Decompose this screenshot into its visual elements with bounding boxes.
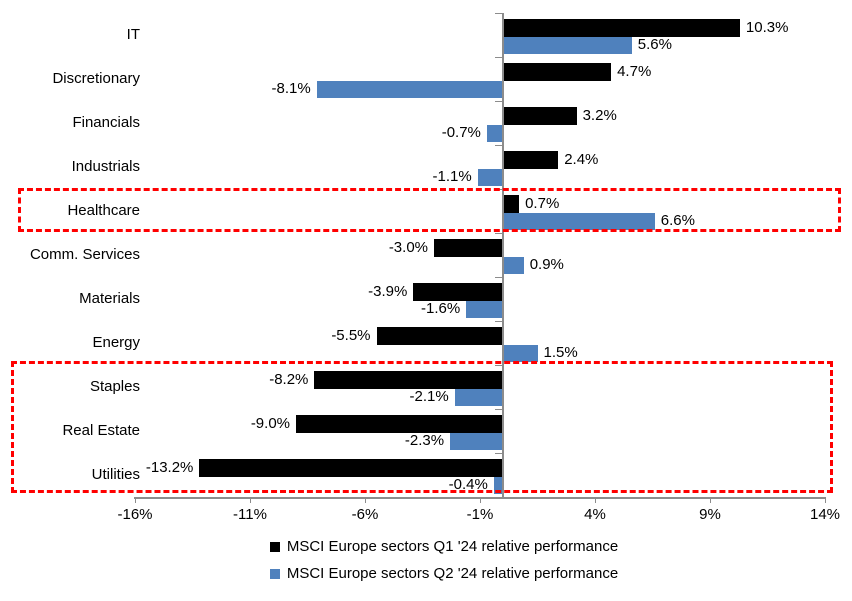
bar-q2-utilities [493,476,503,494]
bar-value-label-q2-comm-services: 0.9% [529,256,564,274]
bar-q2-it [503,36,632,54]
bar-q1-discretionary [503,63,612,81]
bar-value-label-q2-it: 5.6% [637,36,672,54]
category-label-financials: Financials [72,114,140,131]
category-tick-mark [495,144,503,146]
category-label-utilities: Utilities [91,466,140,483]
bar-q1-real-estate [296,415,503,433]
bar-value-label-q1-energy: -5.5% [331,326,371,344]
x-tick-label: -11% [233,506,267,523]
legend-label-q1: MSCI Europe sectors Q1 '24 relative perf… [286,538,619,555]
x-tick-mark [365,497,366,503]
highlight-box-healthcare-highlight [18,187,841,232]
category-label-industrials: Industrials [71,158,140,175]
legend-swatch-q1-icon [269,542,280,552]
category-tick-mark [495,12,503,14]
category-label-healthcare: Healthcare [67,202,140,219]
category-tick-mark [495,496,503,498]
bar-q1-healthcare [503,195,520,213]
legend-label-q2: MSCI Europe sectors Q2 '24 relative perf… [286,565,619,582]
bar-q1-staples [314,371,503,389]
category-label-real-estate: Real Estate [62,422,140,439]
category-tick-mark [495,364,503,366]
category-tick-mark [495,276,503,278]
bar-value-label-q1-utilities: -13.2% [145,458,194,476]
bar-value-label-q2-utilities: -0.4% [448,476,488,494]
highlight-box-defensives-highlight [11,360,833,493]
bar-q1-energy [376,327,503,345]
category-tick-mark [495,320,503,322]
x-tick-label: -1% [466,506,494,523]
category-label-staples: Staples [89,378,140,395]
bar-value-label-q1-discretionary: 4.7% [617,62,652,80]
bar-q2-discretionary [316,80,503,98]
bar-value-label-q2-healthcare: 6.6% [660,212,695,230]
category-tick-mark [495,232,503,234]
bar-q2-materials [466,300,503,318]
bar-q2-real-estate [450,432,503,450]
bar-value-label-q2-financials: -0.7% [441,124,481,142]
bar-value-label-q2-materials: -1.6% [421,300,461,318]
category-tick-mark [495,408,503,410]
x-tick-label: 14% [809,506,841,523]
x-tick-mark [595,497,596,503]
bar-value-label-q1-materials: -3.9% [368,282,408,300]
category-tick-mark [495,452,503,454]
legend-item-q2: MSCI Europe sectors Q2 '24 relative perf… [0,565,852,583]
bar-q1-materials [413,283,503,301]
bar-value-label-q1-it: 10.3% [745,18,789,36]
category-label-materials: Materials [79,290,140,307]
bar-value-label-q1-staples: -8.2% [269,370,309,388]
x-tick-label: -16% [117,506,153,523]
bar-q1-comm-services [434,239,503,257]
bar-q1-financials [503,107,577,125]
bar-q2-staples [454,388,503,406]
bar-q2-energy [503,344,538,362]
x-tick-mark [480,497,481,503]
bar-value-label-q1-industrials: 2.4% [564,150,599,168]
bar-q2-healthcare [503,212,655,230]
x-tick-label: 9% [699,506,721,523]
bar-value-label-q1-comm-services: -3.0% [388,238,428,256]
category-tick-mark [495,100,503,102]
bar-q2-financials [486,124,503,142]
bar-q1-it [503,19,740,37]
category-label-it: IT [126,26,140,43]
bar-value-label-q2-industrials: -1.1% [432,168,472,186]
bar-value-label-q2-discretionary: -8.1% [271,80,311,98]
category-label-energy: Energy [92,334,140,351]
category-label-discretionary: Discretionary [52,70,140,87]
bar-q1-industrials [503,151,559,169]
x-tick-mark [710,497,711,503]
bar-value-label-q1-real-estate: -9.0% [250,414,290,432]
bar-value-label-q1-healthcare: 0.7% [525,194,560,212]
x-tick-mark [250,497,251,503]
bar-q2-comm-services [503,256,524,274]
bar-value-label-q2-real-estate: -2.3% [404,432,445,450]
x-tick-label: 4% [584,506,606,523]
category-axis-line [502,13,504,497]
bar-q1-utilities [199,459,503,477]
bar-value-label-q2-staples: -2.1% [409,388,449,406]
bar-value-label-q1-financials: 3.2% [582,106,617,124]
legend-item-q1: MSCI Europe sectors Q1 '24 relative perf… [0,538,852,556]
bar-value-label-q2-energy: 1.5% [543,344,578,362]
legend-swatch-q2-icon [269,569,280,579]
x-tick-label: -6% [351,506,379,523]
bar-q2-industrials [477,168,503,186]
x-tick-mark [825,497,826,503]
category-tick-mark [495,56,503,58]
x-tick-mark [135,497,136,503]
category-label-comm-services: Comm. Services [29,246,140,263]
